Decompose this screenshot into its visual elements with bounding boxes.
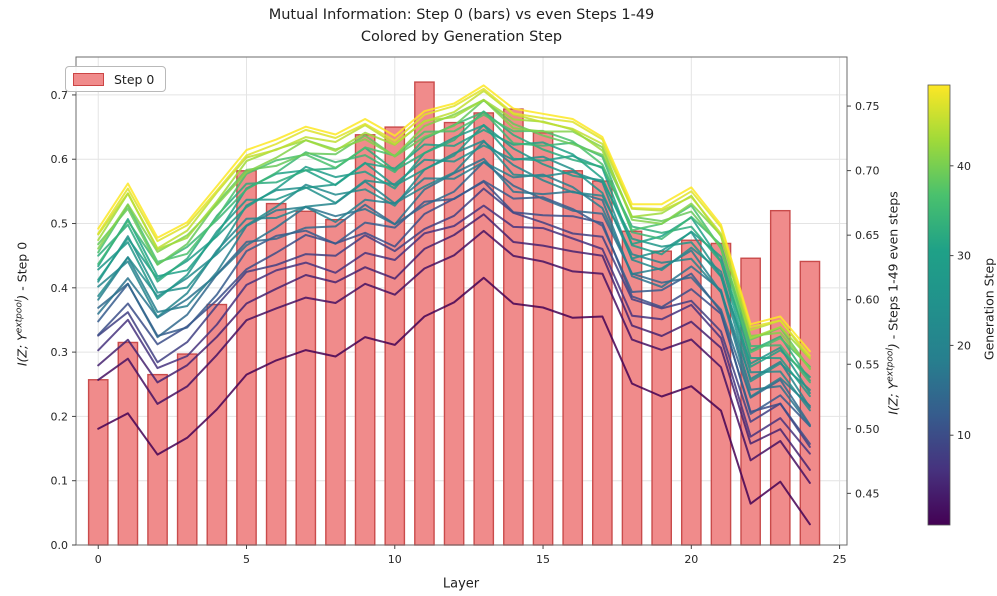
y-left-tick-label: 0.7 (51, 89, 69, 102)
chart-title: Mutual Information: Step 0 (bars) vs eve… (76, 5, 847, 49)
y-left-tick-label: 0.1 (51, 475, 69, 488)
y-left-tick-label: 0.3 (51, 346, 69, 359)
plot-spines (75, 56, 848, 546)
generation-step-line-33 (97, 110, 811, 382)
y-right-tick-label: 0.60 (855, 294, 880, 307)
y-left-tick-label: 0.0 (51, 539, 69, 552)
axis-ticks: 0.0 0.1 0.2 0.3 0.4 0.5 0.6 0.7 0.45 0.50 0.55 0.60… (51, 89, 880, 566)
chart-title-line1: Mutual Information: Step 0 (bars) vs eve… (268, 7, 655, 23)
generation-step-line-45 (97, 89, 811, 360)
step0-bar-layer-0 (87, 379, 109, 546)
generation-step-line-1 (97, 276, 811, 526)
x-tick-label: 0 (95, 553, 102, 566)
generation-step-line-19 (97, 161, 811, 407)
generation-step-line-29 (97, 124, 811, 398)
ylabel-left-math: I(Z; Y (14, 333, 30, 367)
y-left-tick-label: 0.4 (51, 282, 69, 295)
step0-bar-layer-16 (562, 170, 584, 546)
chart-title-line2: Colored by Generation Step (360, 28, 563, 45)
x-tick-label: 5 (243, 553, 250, 566)
generation-step-line-21 (97, 140, 811, 409)
y-right-tick-label: 0.70 (855, 165, 880, 178)
step0-bar-layer-10 (384, 126, 406, 546)
step0-bar-layer-13 (473, 112, 495, 546)
generation-step-line-23 (97, 139, 811, 412)
ylabel-right-math: I(Z; Y (885, 381, 901, 415)
colorbar-tick-label: 40 (957, 160, 971, 173)
legend-step0-label: Step 0 (114, 71, 155, 87)
generation-step-line-13 (97, 179, 811, 428)
colorbar-ticks: 10 20 30 40 (950, 160, 971, 442)
generation-step-line-43 (97, 98, 811, 360)
y-right-tick-label: 0.65 (855, 229, 880, 242)
step0-bar-layer-7 (295, 210, 317, 546)
step0-bar-layer-19 (651, 250, 673, 546)
step0-bars (87, 81, 821, 546)
generation-step-line-47 (97, 87, 811, 357)
y-right-tick-label: 0.55 (855, 358, 880, 371)
ylabel-left-sup: extpool (14, 299, 25, 334)
ylabel-right-sup: extpool (885, 347, 896, 382)
generation-step-line-9 (97, 187, 811, 448)
step0-bar-layer-1 (117, 341, 139, 546)
ylabel-left-text: - Step 0 (14, 241, 30, 295)
y-left-tick-label: 0.5 (51, 218, 69, 231)
ylabel-right-text: - Steps 1-49 even steps (885, 191, 901, 344)
generation-step-line-7 (97, 204, 811, 455)
colorbar-tick-label: 10 (957, 429, 971, 442)
step0-bar-layer-24 (799, 260, 821, 546)
generation-step-lines (97, 84, 811, 526)
generation-step-line-27 (97, 123, 811, 395)
generation-step-line-49 (97, 84, 811, 353)
y-right-tick-label: 0.50 (855, 423, 880, 436)
y-left-tick-label: 0.6 (51, 153, 69, 166)
y-left-tick-label: 0.2 (51, 410, 69, 423)
colorbar-tick-label: 30 (957, 250, 971, 263)
step0-bar-layer-3 (176, 353, 198, 546)
x-tick-label: 25 (833, 553, 847, 566)
generation-step-line-39 (97, 99, 811, 370)
y-right-tick-label: 0.75 (855, 100, 880, 113)
legend: Step 0 (65, 66, 166, 92)
ylabel-left-close: ) (14, 294, 30, 300)
x-tick-label: 20 (684, 553, 698, 566)
x-tick-label: 15 (536, 553, 550, 566)
ylabel-right-close: ) (885, 343, 901, 348)
colorbar-gradient (927, 84, 951, 526)
y-right-tick-label: 0.45 (855, 487, 880, 500)
colorbar-tick-label: 20 (957, 339, 971, 352)
generation-step-line-37 (97, 113, 811, 368)
step0-bar-layer-4 (206, 303, 228, 546)
legend-step0-swatch (73, 72, 104, 86)
x-tick-label: 10 (388, 553, 402, 566)
generation-step-line-41 (97, 98, 811, 370)
step0-bar-layer-6 (265, 202, 287, 546)
generation-step-line-5 (97, 213, 811, 471)
generation-step-line-3 (97, 229, 811, 484)
